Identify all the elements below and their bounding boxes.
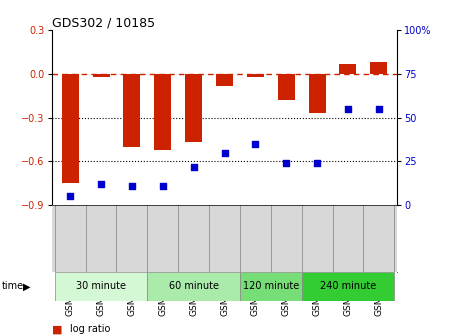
Bar <box>55 272 147 301</box>
Text: time: time <box>2 282 24 291</box>
Point <box>190 164 197 169</box>
Bar <box>278 74 295 100</box>
Text: log ratio: log ratio <box>70 324 110 334</box>
Point <box>252 141 259 146</box>
Bar <box>62 74 79 183</box>
Point <box>159 183 166 188</box>
Text: 120 minute: 120 minute <box>242 282 299 291</box>
Bar <box>216 74 233 86</box>
Point <box>375 106 383 112</box>
Text: ▶: ▶ <box>23 282 31 291</box>
Bar <box>185 74 202 142</box>
Point <box>344 106 352 112</box>
Point <box>313 160 321 166</box>
Text: 60 minute: 60 minute <box>169 282 219 291</box>
Bar <box>123 74 141 147</box>
Text: 240 minute: 240 minute <box>320 282 376 291</box>
Bar <box>247 74 264 77</box>
Bar <box>339 64 357 74</box>
Point <box>128 183 136 188</box>
Point <box>66 194 74 199</box>
Text: 30 minute: 30 minute <box>76 282 126 291</box>
Bar <box>240 272 302 301</box>
Text: ■: ■ <box>52 324 62 334</box>
Text: GDS302 / 10185: GDS302 / 10185 <box>52 16 155 29</box>
Bar <box>154 74 171 150</box>
Bar <box>308 74 326 113</box>
Point <box>97 181 105 187</box>
Point <box>283 160 290 166</box>
Point <box>221 150 228 155</box>
Bar <box>302 272 394 301</box>
Bar <box>147 272 240 301</box>
Bar <box>92 74 110 77</box>
Bar <box>370 62 387 74</box>
